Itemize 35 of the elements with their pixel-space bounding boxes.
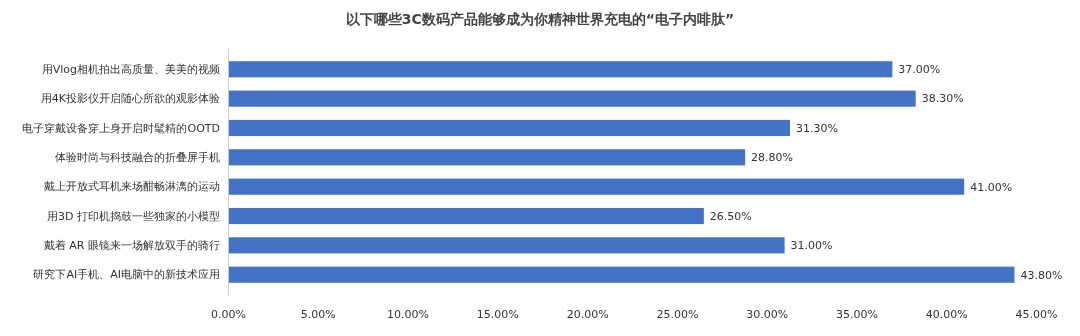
bar — [228, 61, 893, 78]
y-tick-label: 用Vlog相机拍出高质量、美美的视频 — [41, 62, 220, 76]
x-tick-label: 15.00% — [476, 307, 519, 321]
y-tick-label: 用4K投影仪开启随心所欲的观影体验 — [40, 92, 220, 106]
bar — [228, 178, 965, 195]
x-tick-label: 10.00% — [387, 307, 430, 321]
y-tick-label: 戴上开放式耳机来场酣畅淋漓的运动 — [44, 180, 220, 194]
x-tick-label: 30.00% — [746, 307, 789, 321]
x-tick-label: 25.00% — [656, 307, 699, 321]
data-label: 37.00% — [898, 63, 941, 77]
bar — [228, 207, 704, 225]
data-label: 26.50% — [709, 209, 752, 223]
data-label: 31.30% — [796, 121, 838, 135]
x-tick-label: 5.00% — [300, 307, 336, 321]
x-tick-label: 20.00% — [566, 307, 609, 321]
x-tick-label: 0.00% — [211, 307, 246, 321]
bar — [228, 90, 916, 107]
x-tick-label: 35.00% — [835, 307, 878, 321]
y-tick-label: 体验时尚与科技融合的折叠屏手机 — [55, 150, 220, 164]
y-tick-label: 用3D 打印机捣鼓一些独家的小模型 — [47, 209, 220, 223]
data-label: 41.00% — [970, 180, 1013, 194]
x-tick-label: 40.00% — [925, 307, 968, 321]
y-tick-label: 电子穿戴设备穿上身开启时髦精的OOTD — [22, 121, 220, 135]
x-tick-label: 45.00% — [1015, 307, 1058, 321]
data-label: 43.80% — [1020, 268, 1063, 282]
bar — [228, 149, 746, 166]
chart-title: 以下哪些3C数码产品能够成为你精神世界充电的“电子内啡肽” — [345, 11, 735, 27]
bar — [228, 237, 785, 254]
y-tick-label: 研究下AI手机、AI电脑中的新技术应用 — [33, 268, 220, 282]
data-label: 28.80% — [751, 151, 794, 165]
bar — [228, 266, 1015, 283]
bar — [228, 119, 791, 137]
data-label: 31.00% — [790, 239, 833, 253]
data-label: 38.30% — [921, 92, 964, 106]
y-tick-label: 戴着 AR 眼镜来一场解放双手的骑行 — [43, 238, 220, 252]
